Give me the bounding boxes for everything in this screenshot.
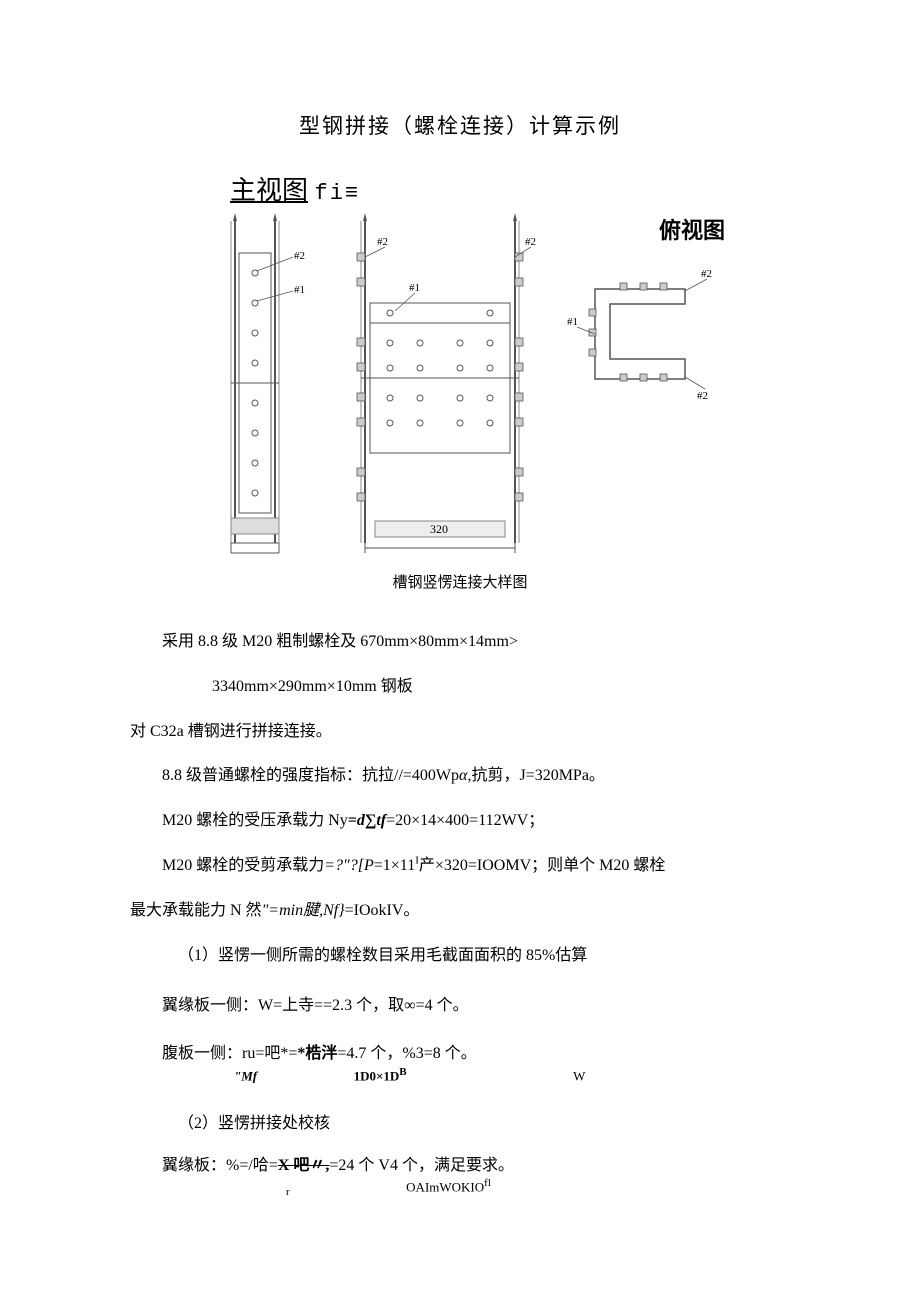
annot-left-1: #2 [294, 250, 305, 262]
p5-pre: M20 螺栓的受剪承载力 [162, 857, 324, 874]
annot-mid-2: #1 [409, 282, 420, 294]
plan-view-block: 俯视图 #2 #1 #2 [565, 213, 725, 419]
p9-post: =4.7 个，%3=8 个。 [337, 1045, 476, 1062]
p1a: 采用 8.8 级 M20 粗制螺栓及 670mm×80mm×14mm> [162, 633, 518, 650]
annot-left-2: #1 [294, 284, 305, 296]
para-5: M20 螺栓的受剪承载力=?"?[P=1×11I产×320=IOOMV；则单个 … [130, 844, 790, 889]
annot-right-1: #1 [567, 316, 578, 328]
sr-c: W [573, 1068, 585, 1083]
p5-post: 产×320=IOOMV；则单个 M20 螺栓 [419, 857, 666, 874]
sr-b-sup: B [399, 1066, 416, 1078]
p4-eq: =d∑tf [348, 812, 386, 829]
para-4: M20 螺栓的受压承载力 Ny=d∑tf=20×14×400=112WV； [130, 799, 790, 844]
sr2-a: r [286, 1186, 290, 1198]
sr-b: 1D0×1D [354, 1068, 400, 1083]
small-row-2: r OAImWOKIOfl [286, 1177, 790, 1198]
sr2-b: OAImWOKIO [406, 1179, 484, 1194]
p6-post: =IOokIV。 [345, 902, 420, 919]
diagram-caption: 槽钢竖愣连接大样图 [130, 571, 790, 592]
p6-eq: "=min腱,Nf} [262, 902, 345, 919]
sr2-sup: fl [484, 1177, 491, 1189]
p5-mid: =1×11 [374, 857, 415, 874]
plan-view-label: 俯视图 [565, 213, 725, 245]
annot-mid-1: #2 [377, 236, 388, 248]
p3-pre: 8.8 级普通螺栓的强度指标：抗拉//=400Wp [162, 767, 459, 784]
document-title: 型钢拼接（螺栓连接）计算示例 [130, 110, 790, 140]
p11-strike: X 吧〃, [278, 1157, 330, 1174]
para-6: 最大承载能力 N 然"=min腱,Nf}=IOokIV。 [130, 889, 790, 934]
para-7: （1）竖愣一侧所需的螺栓数目采用毛截面面积的 85%估算 [146, 934, 790, 979]
main-view-label: 主视图 [230, 176, 308, 205]
subtitle-mono: fi≡ [315, 181, 361, 206]
p11-post: =24 个 V4 个，满足要求。 [329, 1157, 514, 1174]
sr-a: "Mf [234, 1068, 257, 1083]
para-8: 翼缘板一侧：W=上寺==2.3 个，取∞=4 个。 [130, 984, 790, 1029]
p3-post: ,抗剪，J=320MPa。 [467, 767, 604, 784]
dim-mid-bottom: 320 [430, 522, 448, 536]
annot-right-2a: #2 [701, 268, 712, 280]
para-2: 对 C32a 槽钢进行拼接连接。 [130, 710, 790, 755]
annot-mid-3: #2 [525, 236, 536, 248]
small-row-1: "Mf 1D0×1DB W [234, 1066, 790, 1084]
plan-view-diagram: #2 #1 #2 [565, 249, 725, 419]
p9-bold: *梏泮 [297, 1045, 337, 1062]
para-1: 采用 8.8 级 M20 粗制螺栓及 670mm×80mm×14mm> 3340… [130, 620, 790, 710]
p5-eq: =?"?[P [324, 857, 374, 874]
diagram-area: #2 #1 [130, 213, 790, 563]
front-elevation-mid: #2 #2 #1 320 [335, 213, 545, 563]
annot-right-2b: #2 [697, 390, 708, 402]
p11-pre: 翼缘板：%=/哈= [162, 1157, 278, 1174]
front-elevation-left: #2 #1 [195, 213, 315, 563]
p1b: 3340mm×290mm×10mm 钢板 [180, 665, 413, 710]
p6-pre: 最大承载能力 N 然 [130, 902, 262, 919]
p9-pre: 腹板一侧：ru=吧*= [162, 1045, 297, 1062]
p4-post: =20×14×400=112WV； [386, 812, 544, 829]
para-10: （2）竖愣拼接处校核 [146, 1102, 790, 1147]
para-3: 8.8 级普通螺栓的强度指标：抗拉//=400Wpα,抗剪，J=320MPa。 [130, 754, 790, 799]
p4-pre: M20 螺栓的受压承载力 Ny [162, 812, 348, 829]
subtitle-row: 主视图 fi≡ [230, 170, 790, 207]
document-page: 型钢拼接（螺栓连接）计算示例 主视图 fi≡ #2 [0, 0, 920, 1258]
